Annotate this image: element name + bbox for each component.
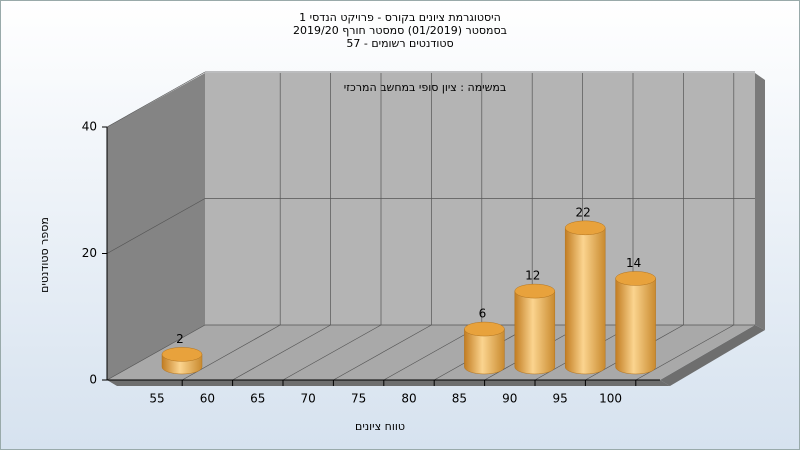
grid-line: [106, 324, 206, 381]
x-tick-label: 65: [250, 392, 265, 406]
back-wall: [205, 73, 755, 325]
x-tick-label: 95: [553, 392, 568, 406]
x-tick-label: 70: [301, 392, 316, 406]
value-label: 2: [176, 332, 184, 346]
left-wall: [107, 73, 205, 380]
bar: [564, 227, 606, 375]
x-tick-label: 75: [351, 392, 366, 406]
y-tick-label: 40: [82, 120, 97, 134]
x-tick-label: 55: [149, 392, 164, 406]
x-tick-label: 100: [599, 392, 622, 406]
grid-line: [106, 71, 206, 128]
x-tick-label: 90: [502, 392, 517, 406]
y-tick-label: 20: [82, 246, 97, 260]
floor-grid: [232, 324, 331, 381]
bar: [514, 290, 556, 375]
bar-top: [464, 321, 505, 337]
bar-top: [161, 347, 203, 362]
floor-edge: [107, 380, 670, 386]
value-label: 6: [479, 307, 487, 321]
grid-line: [106, 198, 206, 254]
x-tick-label: 85: [452, 392, 467, 406]
floor: [107, 325, 755, 380]
floor-side: [660, 325, 765, 386]
value-label: 12: [525, 269, 540, 283]
value-label: 22: [576, 205, 591, 219]
bar: [464, 328, 505, 375]
bar: [615, 278, 656, 375]
bar-top: [514, 283, 556, 299]
y-axis-label: מספר סטודנטים: [38, 217, 51, 293]
floor-grid: [282, 324, 382, 381]
subtitle: במשימה : ציון סופי במחשב המרכזי: [344, 81, 507, 94]
floor-grid: [333, 324, 432, 381]
bar-top: [564, 220, 606, 236]
x-axis-label: טווח ציונים: [355, 420, 405, 433]
value-label: 14: [626, 256, 641, 270]
y-tick-label: 0: [89, 373, 97, 387]
title-line: בסמסטר (01/2019) סמסטר חורף 2019/20: [293, 24, 507, 37]
title-line: סטודנטים רשומים - 57: [346, 37, 453, 50]
title-line: היסטוגרמת ציונים בקורס - פרויקט הנדסי 1: [299, 11, 501, 24]
bar-top: [615, 271, 656, 286]
x-tick-label: 60: [200, 392, 215, 406]
x-tick-label: 80: [401, 392, 416, 406]
